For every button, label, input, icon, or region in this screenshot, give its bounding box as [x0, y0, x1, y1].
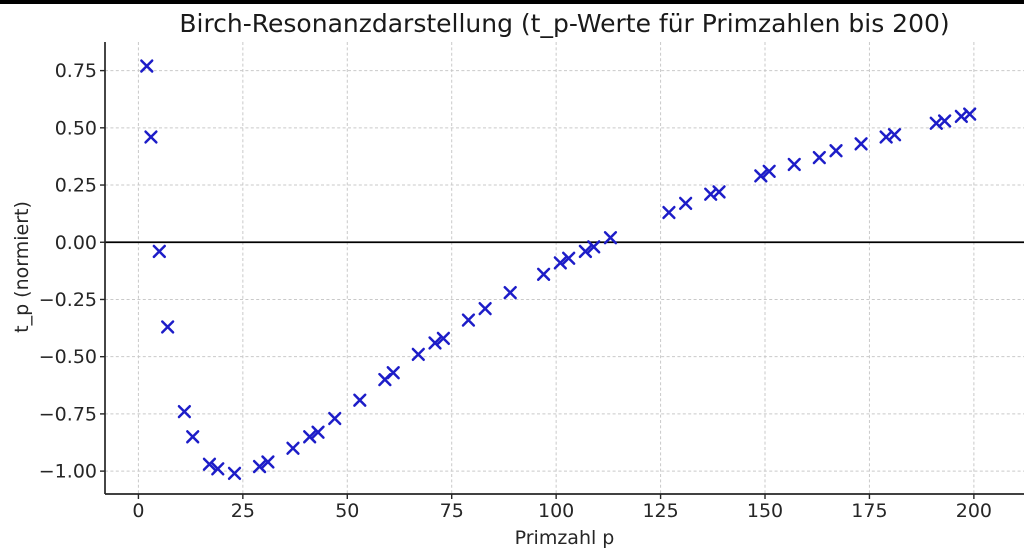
y-tick-label: −1.00 [39, 461, 97, 483]
data-point-marker [603, 231, 618, 245]
data-point-marker [553, 256, 567, 270]
data-point-marker [662, 205, 676, 220]
y-tick-label: 0.25 [55, 175, 97, 197]
data-point-marker [812, 150, 826, 165]
data-point-marker [152, 244, 166, 259]
data-point-marker [536, 267, 551, 281]
data-point-marker [177, 404, 192, 419]
data-point-marker [211, 462, 225, 476]
y-tick-label: −0.50 [39, 346, 97, 368]
y-tick-label: 0.75 [55, 60, 97, 82]
x-tick-label: 75 [440, 500, 464, 522]
data-point-marker [754, 169, 768, 183]
data-point-marker [887, 128, 902, 142]
data-point-marker [678, 196, 693, 210]
x-tick-label: 0 [132, 500, 144, 522]
data-point-marker [186, 430, 200, 444]
x-tick-label: 150 [747, 500, 783, 522]
data-point-marker [386, 366, 400, 380]
y-axis-label: t_p (normiert) [11, 201, 33, 333]
data-point-marker [353, 393, 367, 407]
y-tick-label: −0.75 [39, 403, 97, 425]
data-point-marker [252, 459, 267, 474]
data-point-marker [202, 457, 217, 471]
data-point-marker [286, 441, 300, 455]
data-point-marker [503, 285, 517, 300]
data-point-marker [562, 251, 576, 265]
x-tick-label: 175 [851, 500, 887, 522]
data-point-marker [829, 144, 843, 158]
x-tick-label: 25 [231, 500, 255, 522]
data-point-marker [144, 130, 158, 144]
data-point-marker [261, 455, 275, 469]
x-tick-label: 100 [538, 500, 574, 522]
x-axis-label: Primzahl p [514, 527, 615, 549]
y-tick-label: −0.25 [39, 289, 97, 311]
data-point-marker [461, 313, 476, 327]
data-point-marker [411, 347, 425, 362]
top-edge-bar [0, 0, 1024, 4]
data-point-marker [311, 425, 325, 439]
data-point-marker [787, 157, 801, 172]
y-tick-label: 0.00 [55, 232, 97, 254]
data-point-marker [328, 411, 342, 426]
data-point-marker [937, 114, 952, 128]
data-point-marker [578, 244, 593, 259]
x-tick-label: 200 [956, 500, 992, 522]
data-point-marker [428, 336, 442, 350]
x-tick-label: 50 [335, 500, 359, 522]
data-point-marker [140, 59, 154, 73]
data-point-marker [436, 331, 451, 346]
data-point-marker [712, 185, 726, 199]
data-point-marker [478, 301, 492, 316]
x-tick-label: 125 [642, 500, 678, 522]
data-point-marker [587, 240, 601, 254]
data-point-marker [854, 137, 868, 151]
y-tick-label: 0.50 [55, 117, 97, 139]
data-point-marker [161, 320, 175, 334]
data-point-marker [227, 466, 242, 481]
data-point-marker [963, 107, 977, 121]
data-point-marker [762, 164, 776, 178]
data-point-marker [303, 430, 317, 444]
chart-title: Birch-Resonanzdarstellung (t_p-Werte für… [179, 9, 950, 38]
